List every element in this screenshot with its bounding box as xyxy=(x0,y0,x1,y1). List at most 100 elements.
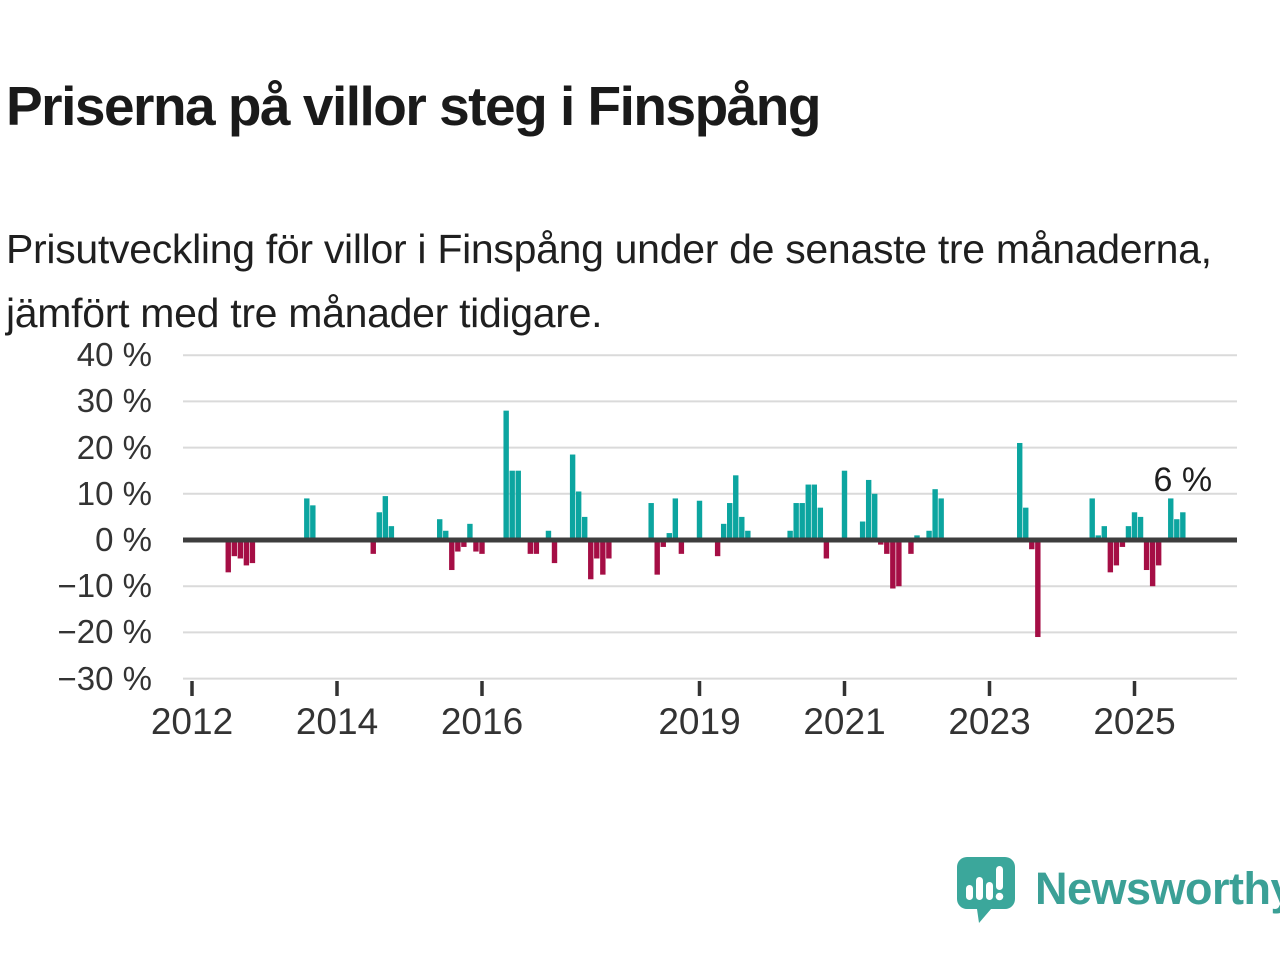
bar xyxy=(588,540,594,580)
bar xyxy=(841,470,848,540)
last-value-annotation: 6 % xyxy=(1153,461,1213,499)
bar xyxy=(569,454,576,540)
bar xyxy=(304,498,310,540)
bar xyxy=(805,484,811,540)
bar xyxy=(437,519,443,540)
bar xyxy=(672,498,679,540)
bar xyxy=(745,530,751,540)
bar xyxy=(1168,498,1174,540)
bar xyxy=(249,540,256,564)
bar xyxy=(370,540,376,554)
bar xyxy=(582,516,588,540)
bar xyxy=(660,540,666,547)
y-axis-label: 0 % xyxy=(95,521,152,558)
bar xyxy=(606,540,612,559)
bar xyxy=(1035,540,1041,638)
bar xyxy=(461,540,467,547)
bar xyxy=(1113,540,1120,566)
bar xyxy=(600,540,606,575)
bar xyxy=(739,516,745,540)
bar xyxy=(720,523,727,540)
y-axis-label: 10 % xyxy=(76,474,152,512)
bar xyxy=(1125,526,1132,540)
bar xyxy=(1023,507,1029,540)
bar xyxy=(594,540,600,559)
bar xyxy=(1174,519,1180,540)
bar xyxy=(551,540,558,564)
y-axis-label: −10 % xyxy=(57,567,153,605)
bar xyxy=(799,503,805,540)
bar xyxy=(890,540,896,589)
bar xyxy=(678,540,685,554)
y-axis-label: −20 % xyxy=(57,613,153,651)
bar xyxy=(243,540,250,566)
bar xyxy=(793,503,799,540)
bar xyxy=(733,475,739,540)
bar xyxy=(926,530,932,540)
bar xyxy=(714,540,721,557)
x-axis-label: 2025 xyxy=(1093,701,1176,742)
bar xyxy=(938,498,944,540)
bar xyxy=(1180,512,1186,540)
bar xyxy=(575,491,582,540)
x-axis-label: 2016 xyxy=(440,701,524,742)
bar xyxy=(787,530,793,540)
bar xyxy=(515,470,521,540)
x-axis-label: 2023 xyxy=(948,701,1031,742)
brand-name: Newsworthy xyxy=(1035,863,1280,914)
bar xyxy=(811,484,817,540)
bar xyxy=(1101,526,1107,540)
newsworthy-brand: Newsworthy xyxy=(955,855,1280,925)
bar xyxy=(449,540,455,571)
bar xyxy=(908,540,914,554)
bar xyxy=(1107,540,1114,573)
bar xyxy=(727,503,733,540)
bar xyxy=(479,540,485,554)
bar xyxy=(817,507,824,540)
bar xyxy=(533,540,540,554)
bar xyxy=(823,540,830,559)
y-axis-label: 30 % xyxy=(76,382,152,420)
bar xyxy=(872,493,878,540)
bar xyxy=(1149,540,1156,587)
bar xyxy=(225,540,231,573)
bar xyxy=(503,410,509,540)
bar xyxy=(696,500,703,540)
x-axis-label: 2012 xyxy=(150,701,234,742)
bar xyxy=(509,470,515,540)
chart-subtitle: Prisutveckling för villor i Finspång und… xyxy=(6,226,1212,336)
bar xyxy=(859,521,866,540)
bar xyxy=(1029,540,1035,550)
bar xyxy=(865,479,872,540)
bar xyxy=(376,512,382,540)
bar xyxy=(388,526,395,540)
bar xyxy=(231,540,237,557)
page-title: Priserna på villor steg i Finspång xyxy=(6,74,821,137)
bar xyxy=(666,533,672,540)
bar xyxy=(443,530,449,540)
bar xyxy=(473,540,479,552)
x-axis-label: 2019 xyxy=(658,701,741,742)
bar xyxy=(1143,540,1150,571)
bar xyxy=(896,540,902,587)
bar xyxy=(527,540,534,554)
x-axis-label: 2014 xyxy=(295,701,379,742)
bar xyxy=(237,540,244,559)
y-axis-label: −30 % xyxy=(57,659,153,697)
bar xyxy=(1017,442,1023,540)
x-axis-label: 2021 xyxy=(803,701,886,742)
bar xyxy=(382,496,389,540)
bar xyxy=(545,530,552,540)
bar xyxy=(1155,540,1162,566)
y-axis-label: 20 % xyxy=(76,428,152,466)
bar xyxy=(932,489,938,540)
bar xyxy=(1131,512,1138,540)
bar xyxy=(467,523,473,540)
bar xyxy=(1089,498,1095,540)
bar xyxy=(884,540,890,554)
y-axis-label: 40 % xyxy=(76,336,152,374)
bar xyxy=(1119,540,1126,547)
bar xyxy=(654,540,660,575)
newsworthy-speech-bubble-chart-icon xyxy=(957,857,1015,923)
